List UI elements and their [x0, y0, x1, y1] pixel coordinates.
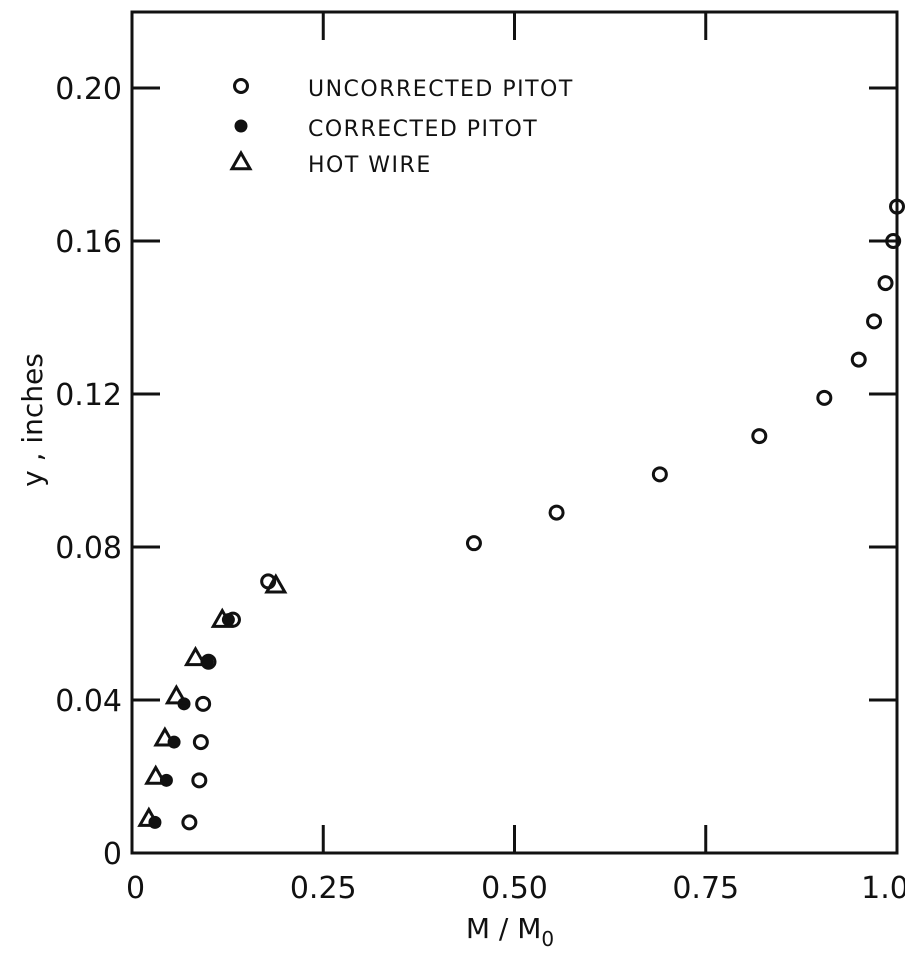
x-tick-label: 0 [126, 871, 145, 906]
uncorrected-pitot-point [877, 275, 894, 292]
uncorrected-pitot-point [195, 695, 212, 712]
legend-hot-wire: HOT WIRE [229, 149, 432, 178]
data-points [137, 198, 905, 831]
y-axis-label: y , inches [16, 353, 49, 487]
uncorrected-pitot-point [181, 814, 198, 831]
uncorrected-pitot-point [850, 351, 867, 368]
x-tick-label: 0.75 [672, 871, 739, 906]
y-tick-label: 0.04 [55, 684, 122, 719]
tick-labels: 0 0.25 0.50 0.75 1.0 0 0.04 0.08 0.12 0.16 0.20 [55, 72, 905, 906]
x-tick-label: 0.25 [290, 871, 357, 906]
uncorrected-pitot-point [191, 772, 208, 789]
hot-wire-point [264, 573, 288, 594]
hot-wire-point [183, 645, 208, 667]
legend-uncorrected-pitot-label: UNCORRECTED PITOT [308, 77, 574, 102]
y-tick-label: 0.20 [55, 72, 122, 107]
axis-ticks [130, 12, 899, 855]
legend-hot-wire-label: HOT WIRE [308, 153, 432, 178]
uncorrected-pitot-point [866, 313, 883, 330]
x-tick-label: 1.0 [861, 871, 905, 906]
legend-corrected-pitot-label: CORRECTED PITOT [308, 117, 538, 142]
uncorrected-pitot-point [885, 233, 902, 249]
y-tick-label: 0.16 [55, 225, 122, 260]
legend-corrected-pitot: CORRECTED PITOT [234, 117, 538, 142]
legend-uncorrected-pitot: UNCORRECTED PITOT [233, 77, 574, 102]
hot-wire-point [137, 806, 161, 827]
uncorrected-pitot-point [651, 466, 668, 483]
uncorrected-pitot-point [548, 504, 565, 521]
uncorrected-pitot-point [751, 428, 768, 445]
hot-wire-point [144, 764, 168, 785]
hot-wire-point [164, 684, 188, 705]
legend-uncorrected-pitot-marker [233, 78, 249, 94]
uncorrected-pitot-point [889, 198, 905, 215]
y-tick-label: 0.08 [55, 531, 122, 566]
uncorrected-pitot-point [465, 535, 482, 552]
x-axis-label: M / M0 [466, 912, 554, 951]
y-tick-label: 0 [103, 837, 122, 872]
uncorrected-pitot-point [816, 389, 833, 406]
uncorrected-pitot-point [192, 734, 209, 751]
x-tick-label: 0.50 [481, 871, 548, 906]
hot-wire-point [153, 726, 177, 747]
legend-corrected-pitot-marker [234, 119, 248, 133]
legend-hot-wire-marker [229, 149, 253, 171]
legend: UNCORRECTED PITOT CORRECTED PITOT HOT WIRE [229, 77, 574, 178]
y-tick-label: 0.12 [55, 378, 122, 413]
hot-wire-point [210, 607, 234, 628]
